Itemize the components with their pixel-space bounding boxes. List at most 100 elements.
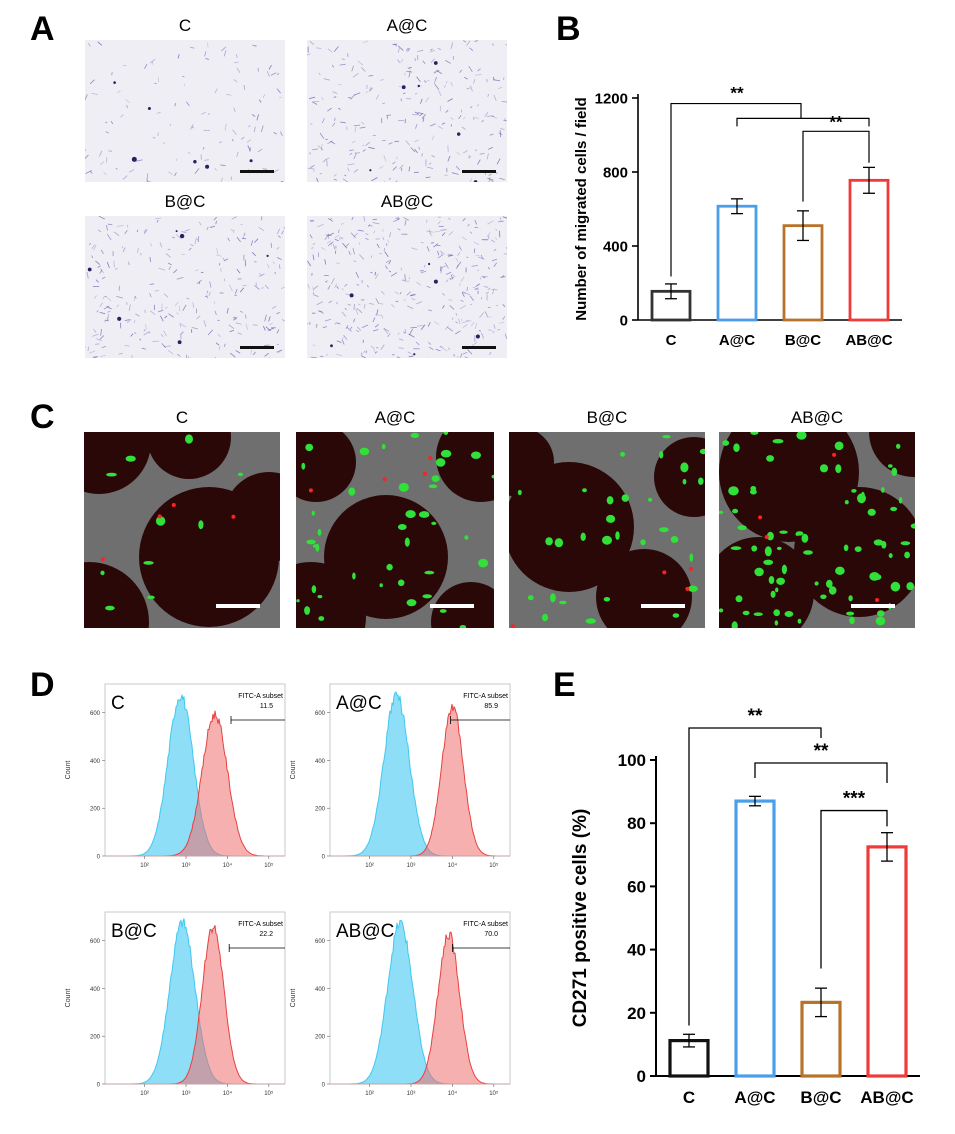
gate-value: 22.2: [259, 931, 273, 938]
significance-bracket: [670, 102, 802, 277]
y-tick-label: 0: [322, 1083, 326, 1089]
microsphere: [719, 537, 814, 628]
y-tick-label: 1200: [595, 90, 628, 107]
scale-bar: [430, 604, 474, 608]
fluorescence-image-c: [84, 432, 280, 628]
scale-bar: [641, 604, 685, 608]
bar-abc: [848, 178, 890, 322]
micrograph-background: [307, 40, 507, 182]
significance-bracket: [688, 727, 822, 1026]
panel-c-title-c: C: [175, 408, 189, 427]
microsphere: [509, 432, 554, 497]
cell-texture: [85, 41, 284, 182]
control-histogram: [330, 919, 510, 1085]
panel-label-d: D: [30, 666, 55, 704]
y-tick-label: 40: [627, 941, 646, 960]
gate-value: 11.5: [260, 703, 273, 710]
panel-c-title-ac: A@C: [374, 408, 416, 427]
x-tick-label: 10⁴: [223, 862, 233, 869]
x-tick-label: 10³: [182, 1091, 191, 1097]
y-tick-label: 600: [90, 939, 101, 945]
red-cells: [510, 566, 693, 628]
plot-frame: [104, 683, 286, 857]
microsphere: [654, 437, 705, 517]
x-tick-label: 10²: [140, 863, 149, 869]
y-tick-label: 0: [97, 855, 101, 861]
significance-bracket: [802, 130, 870, 202]
micrograph-bc: [85, 216, 285, 358]
gate-label: FITC-A subset: [463, 921, 508, 928]
x-tick-label: 10³: [407, 1091, 416, 1097]
y-tick-label: 0: [620, 312, 628, 329]
x-tick-label: 10³: [407, 863, 416, 869]
bar-abc: [866, 845, 908, 1078]
cell-texture: [85, 216, 285, 358]
bar-chart-migrated-cells: 0 400 800 1200 Number of migrated cells / fi…: [573, 84, 902, 349]
microsphere: [596, 549, 692, 628]
micrograph-ac: [307, 40, 507, 182]
y-tick-label: 800: [603, 164, 628, 181]
cell-texture: [307, 40, 507, 182]
x-tick-label: AB@C: [860, 1088, 913, 1107]
control-histogram: [330, 691, 510, 857]
x-tick-label: 10⁴: [448, 1090, 458, 1097]
y-axis-title: Count: [290, 989, 297, 1008]
scale-bar: [851, 604, 895, 608]
gate-label: FITC-A subset: [463, 693, 508, 700]
y-tick-label: 200: [315, 807, 326, 813]
panel-a-title-bc: B@C: [164, 192, 206, 211]
x-tick-label: A@C: [734, 1088, 775, 1107]
red-cells: [100, 503, 236, 562]
x-tick-label: 10⁵: [489, 1090, 499, 1097]
y-tick-label: 400: [90, 759, 101, 765]
gate-label: FITC-A subset: [238, 921, 283, 928]
x-tick-label: C: [683, 1088, 695, 1107]
y-axis-title: Count: [65, 761, 72, 780]
x-tick-label: 10³: [182, 863, 191, 869]
y-tick-label: 600: [315, 711, 326, 717]
significance-stars: **: [748, 706, 763, 727]
y-axis-title: Count: [65, 989, 72, 1008]
flow-histogram-bc: 020040060010²10³10⁴10⁵CountFL1-A :: FITC…: [65, 911, 286, 1097]
scale-bar: [462, 170, 496, 173]
y-tick-label: 200: [90, 807, 101, 813]
microsphere: [147, 432, 231, 479]
x-tick-label: B@C: [785, 332, 821, 349]
y-axis-title: Count: [290, 761, 297, 780]
microsphere: [794, 487, 915, 617]
red-cells: [758, 452, 880, 602]
y-tick-label: 400: [315, 759, 326, 765]
y-tick-label: 200: [315, 1035, 326, 1041]
microsphere: [509, 462, 634, 592]
plot-frame: [104, 911, 286, 1085]
x-tick-label: 10⁴: [448, 862, 458, 869]
panel-label-e: E: [553, 666, 576, 704]
panel-a-title-c: C: [178, 16, 192, 35]
x-tick-label: 10²: [365, 1091, 374, 1097]
x-tick-label: C: [666, 332, 677, 349]
green-cells: [719, 432, 915, 628]
scale-bar: [216, 604, 260, 608]
sample-name: C: [111, 693, 125, 714]
panel-c-title-bc: B@C: [586, 408, 628, 427]
green-cells: [517, 435, 705, 624]
scale-bar: [462, 346, 496, 349]
plot-frame: [329, 911, 511, 1085]
x-tick-label: 10²: [365, 863, 374, 869]
significance-stars: **: [814, 741, 829, 762]
x-tick-label: A@C: [719, 332, 755, 349]
bar-chart-cd271: 0 20 40 60 80 100 CD271 positive cells (%) C A@C…: [570, 706, 920, 1107]
bar-c: [650, 289, 692, 322]
y-axis-title: CD271 positive cells (%): [570, 809, 591, 1028]
green-cells: [296, 432, 494, 628]
microsphere: [296, 562, 366, 628]
y-tick-label: 400: [603, 238, 628, 255]
microsphere: [84, 562, 149, 628]
bar-ac: [734, 799, 776, 1078]
panel-a-title-abc: AB@C: [380, 192, 434, 211]
microsphere: [436, 432, 494, 502]
y-tick-label: 60: [627, 877, 646, 896]
significance-stars: ***: [843, 789, 866, 810]
y-tick-label: 600: [90, 711, 101, 717]
significance-bracket: [754, 762, 888, 783]
